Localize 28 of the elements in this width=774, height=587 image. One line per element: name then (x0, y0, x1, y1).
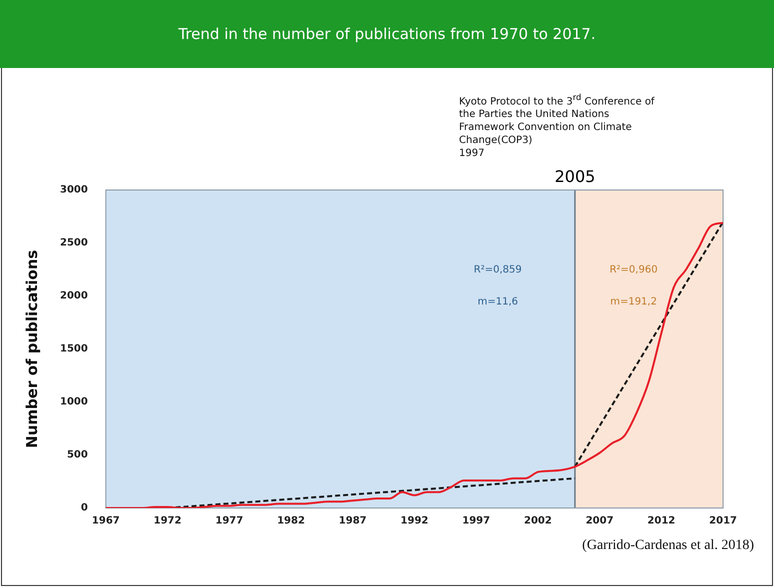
annotation: R²=0,859 (474, 264, 522, 276)
annotation: R²=0,960 (610, 264, 658, 276)
y-tick-label: 3000 (60, 184, 88, 196)
y-axis-title: Number of publications (22, 250, 41, 448)
line-series (106, 222, 724, 508)
annotation: m=11,6 (478, 296, 518, 308)
x-tick-label: 2002 (524, 516, 552, 527)
y-tick-label: 2000 (60, 290, 88, 302)
annotation: m=191,2 (610, 296, 657, 308)
ref-line-label: 2005 (554, 167, 596, 186)
x-tick-label: 1987 (338, 516, 367, 527)
x-tick-label: 2017 (709, 516, 738, 527)
x-tick-label: 1977 (215, 516, 244, 527)
x-tick-label: 1997 (462, 516, 490, 527)
x-tick-label: 2007 (586, 516, 614, 527)
x-tick-label: 1967 (92, 516, 120, 527)
y-tick-label: 1500 (60, 344, 88, 355)
y-tick-label: 1000 (60, 396, 88, 408)
x-tick-label: 2012 (647, 516, 676, 527)
y-tick-label: 500 (66, 450, 88, 461)
text: (Garrido-Cardenas et al. 2018) (582, 538, 754, 554)
chart-title: Trend in the number of publications from 1970 to 2017. (0, 0, 774, 68)
y-tick-label: 2500 (60, 238, 88, 249)
x-tick-label: 1972 (154, 516, 182, 527)
x-tick-label: 1992 (400, 516, 428, 527)
x-tick-label: 1982 (277, 516, 305, 527)
text: Kyoto Protocol to the 3$^{rd}$ Conference of the Parties the United Nations Framework Convention on Climate Change(COP3) 1997 (459, 91, 656, 160)
y-tick-label: 0 (80, 502, 88, 514)
